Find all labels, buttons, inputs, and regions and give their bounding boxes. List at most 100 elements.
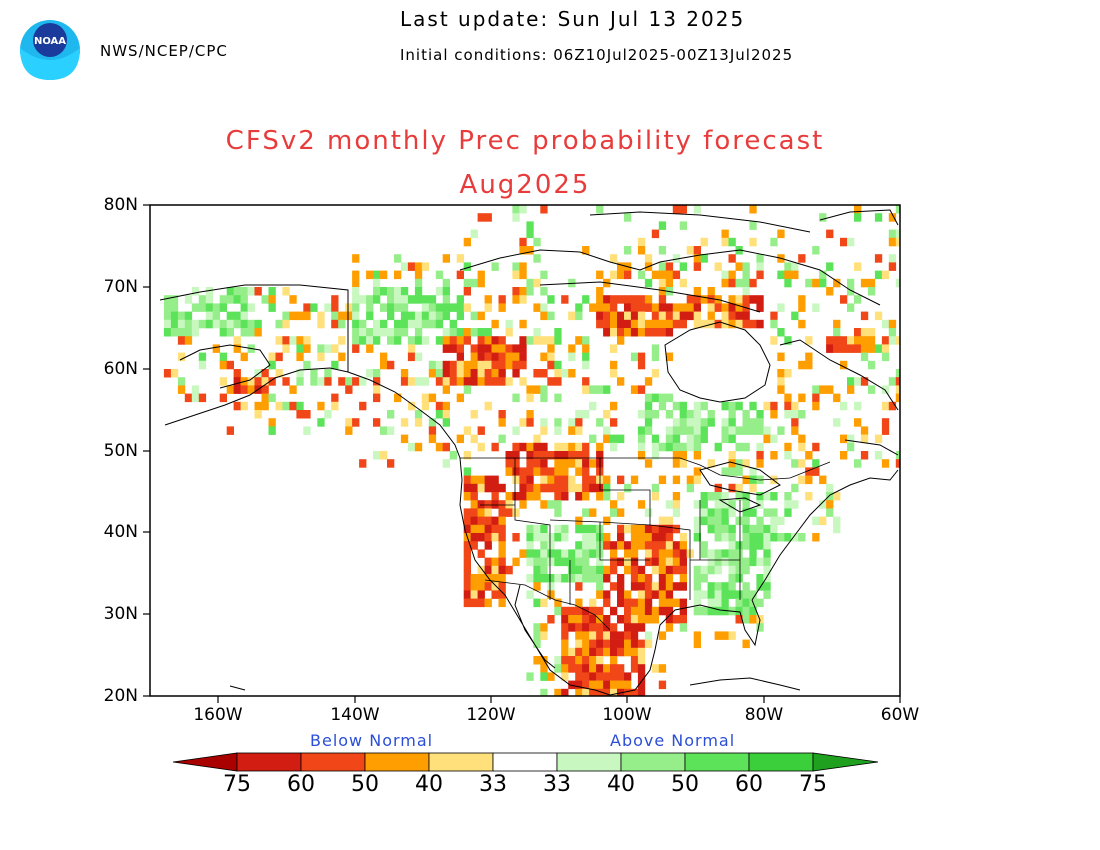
grid-cell: [519, 237, 527, 247]
grid-cell: [428, 434, 437, 444]
grid-cell: [637, 574, 646, 583]
grid-cell: [275, 336, 283, 345]
grid-cell: [637, 237, 646, 247]
grid-cell: [198, 295, 207, 304]
grid-cell: [428, 393, 437, 403]
grid-cell: [881, 319, 890, 329]
grid-cell: [470, 508, 478, 517]
grid-cell: [679, 574, 687, 583]
grid-cell: [679, 565, 687, 575]
grid-cell: [470, 475, 478, 485]
grid-cell: [610, 647, 618, 657]
grid-cell: [498, 377, 506, 386]
grid-cell: [477, 483, 485, 493]
grid-cell: [679, 615, 687, 624]
grid-cell: [693, 524, 701, 534]
grid-cell: [533, 385, 541, 394]
grid-cell: [610, 270, 618, 280]
grid-cell: [603, 639, 611, 649]
grid-cell: [380, 451, 388, 460]
legend-swatch: [556, 752, 622, 772]
grid-cell: [589, 483, 597, 493]
grid-cell: [575, 565, 583, 575]
grid-cell: [881, 459, 890, 468]
grid-cell: [637, 598, 646, 608]
grid-cell: [721, 492, 729, 501]
grid-cell: [498, 541, 506, 550]
axis-ticks: [143, 204, 901, 703]
grid-cell: [526, 410, 534, 419]
legend-tick-label: 40: [415, 772, 443, 797]
grid-cell: [644, 508, 653, 517]
grid-cell: [310, 377, 318, 386]
grid-cell: [784, 442, 792, 452]
grid-cell: [463, 385, 471, 394]
grid-cell: [519, 500, 527, 509]
grid-cell: [456, 377, 464, 386]
grid-cell: [707, 492, 715, 501]
grid-cell: [603, 565, 611, 575]
grid-cell: [519, 246, 527, 255]
grid-cell: [728, 524, 736, 534]
grid-cell: [679, 623, 687, 632]
grid-cell: [610, 344, 618, 353]
grid-cell: [624, 328, 632, 337]
grid-cell: [672, 254, 681, 263]
grid-cell: [624, 311, 632, 321]
lat-label: 80N: [103, 195, 138, 215]
grid-cell: [603, 688, 611, 696]
grid-cell: [191, 287, 200, 296]
grid-cell: [519, 377, 527, 386]
grid-cell: [338, 377, 346, 386]
grid-cell: [310, 369, 318, 378]
grid-cell: [463, 237, 471, 247]
grid-cell: [373, 295, 381, 304]
grid-cell: [568, 442, 576, 452]
grid-cell: [554, 606, 562, 616]
grid-cell: [630, 549, 639, 558]
grid-cell: [226, 426, 234, 435]
grid-cell: [456, 311, 464, 321]
grid-cell: [198, 303, 207, 312]
grid-cell: [637, 524, 646, 534]
grid-cell: [651, 442, 660, 452]
grid-cell: [603, 680, 611, 690]
grid-cell: [679, 262, 687, 271]
grid-cell: [540, 459, 548, 468]
grid-cell: [610, 360, 618, 370]
grid-cell: [394, 254, 402, 263]
grid-cell: [874, 451, 883, 460]
grid-cell: [895, 385, 900, 394]
grid-cell: [470, 360, 478, 370]
state-borders: [480, 458, 741, 605]
grid-cell: [324, 410, 332, 419]
grid-cell: [547, 533, 555, 542]
legend-arrow-below: [172, 752, 238, 772]
grid-cell: [763, 549, 771, 558]
grid-cell: [867, 385, 876, 394]
grid-cell: [833, 524, 841, 534]
grid-cell: [603, 303, 611, 312]
grid-cell: [547, 311, 555, 321]
grid-cell: [498, 582, 506, 591]
grid-cell: [624, 647, 632, 657]
grid-cell: [568, 574, 576, 583]
grid-cell: [630, 533, 639, 542]
grid-cell: [533, 483, 541, 493]
last-update: Last update: Sun Jul 13 2025: [400, 7, 746, 31]
grid-cell: [860, 352, 869, 362]
grid-cell: [575, 459, 583, 468]
grid-cell: [414, 410, 423, 419]
grid-cell: [603, 295, 611, 304]
grid-cell: [575, 541, 583, 550]
grid-cell: [373, 385, 381, 394]
grid-cell: [463, 574, 471, 583]
grid-cell: [735, 262, 743, 271]
grid-cell: [338, 319, 346, 329]
grid-cell: [582, 295, 590, 304]
grid-cell: [637, 606, 646, 616]
grid-cell: [735, 311, 743, 321]
grid-cell: [644, 615, 653, 624]
grid-cell: [784, 451, 792, 460]
